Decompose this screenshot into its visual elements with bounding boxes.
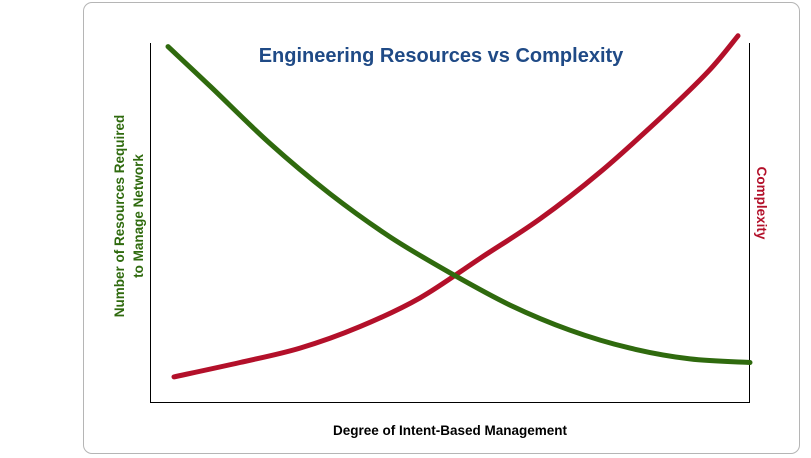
series-line-complexity xyxy=(171,33,741,380)
y-axis-left-label-line1: Number of Resources Required xyxy=(112,115,127,318)
chart-title: Engineering Resources vs Complexity xyxy=(259,45,624,67)
x-axis-label: Degree of Intent-Based Management xyxy=(333,423,568,438)
series-line-resources xyxy=(165,44,753,365)
y-axis-right-label: Complexity xyxy=(754,167,769,240)
y-axis-right-label-group: Complexity xyxy=(754,167,769,240)
y-axis-left-label: Number of Resources Required to Manage N… xyxy=(112,115,146,318)
y-axis-left-label-line2: to Manage Network xyxy=(131,154,146,278)
series-layer xyxy=(165,33,753,380)
